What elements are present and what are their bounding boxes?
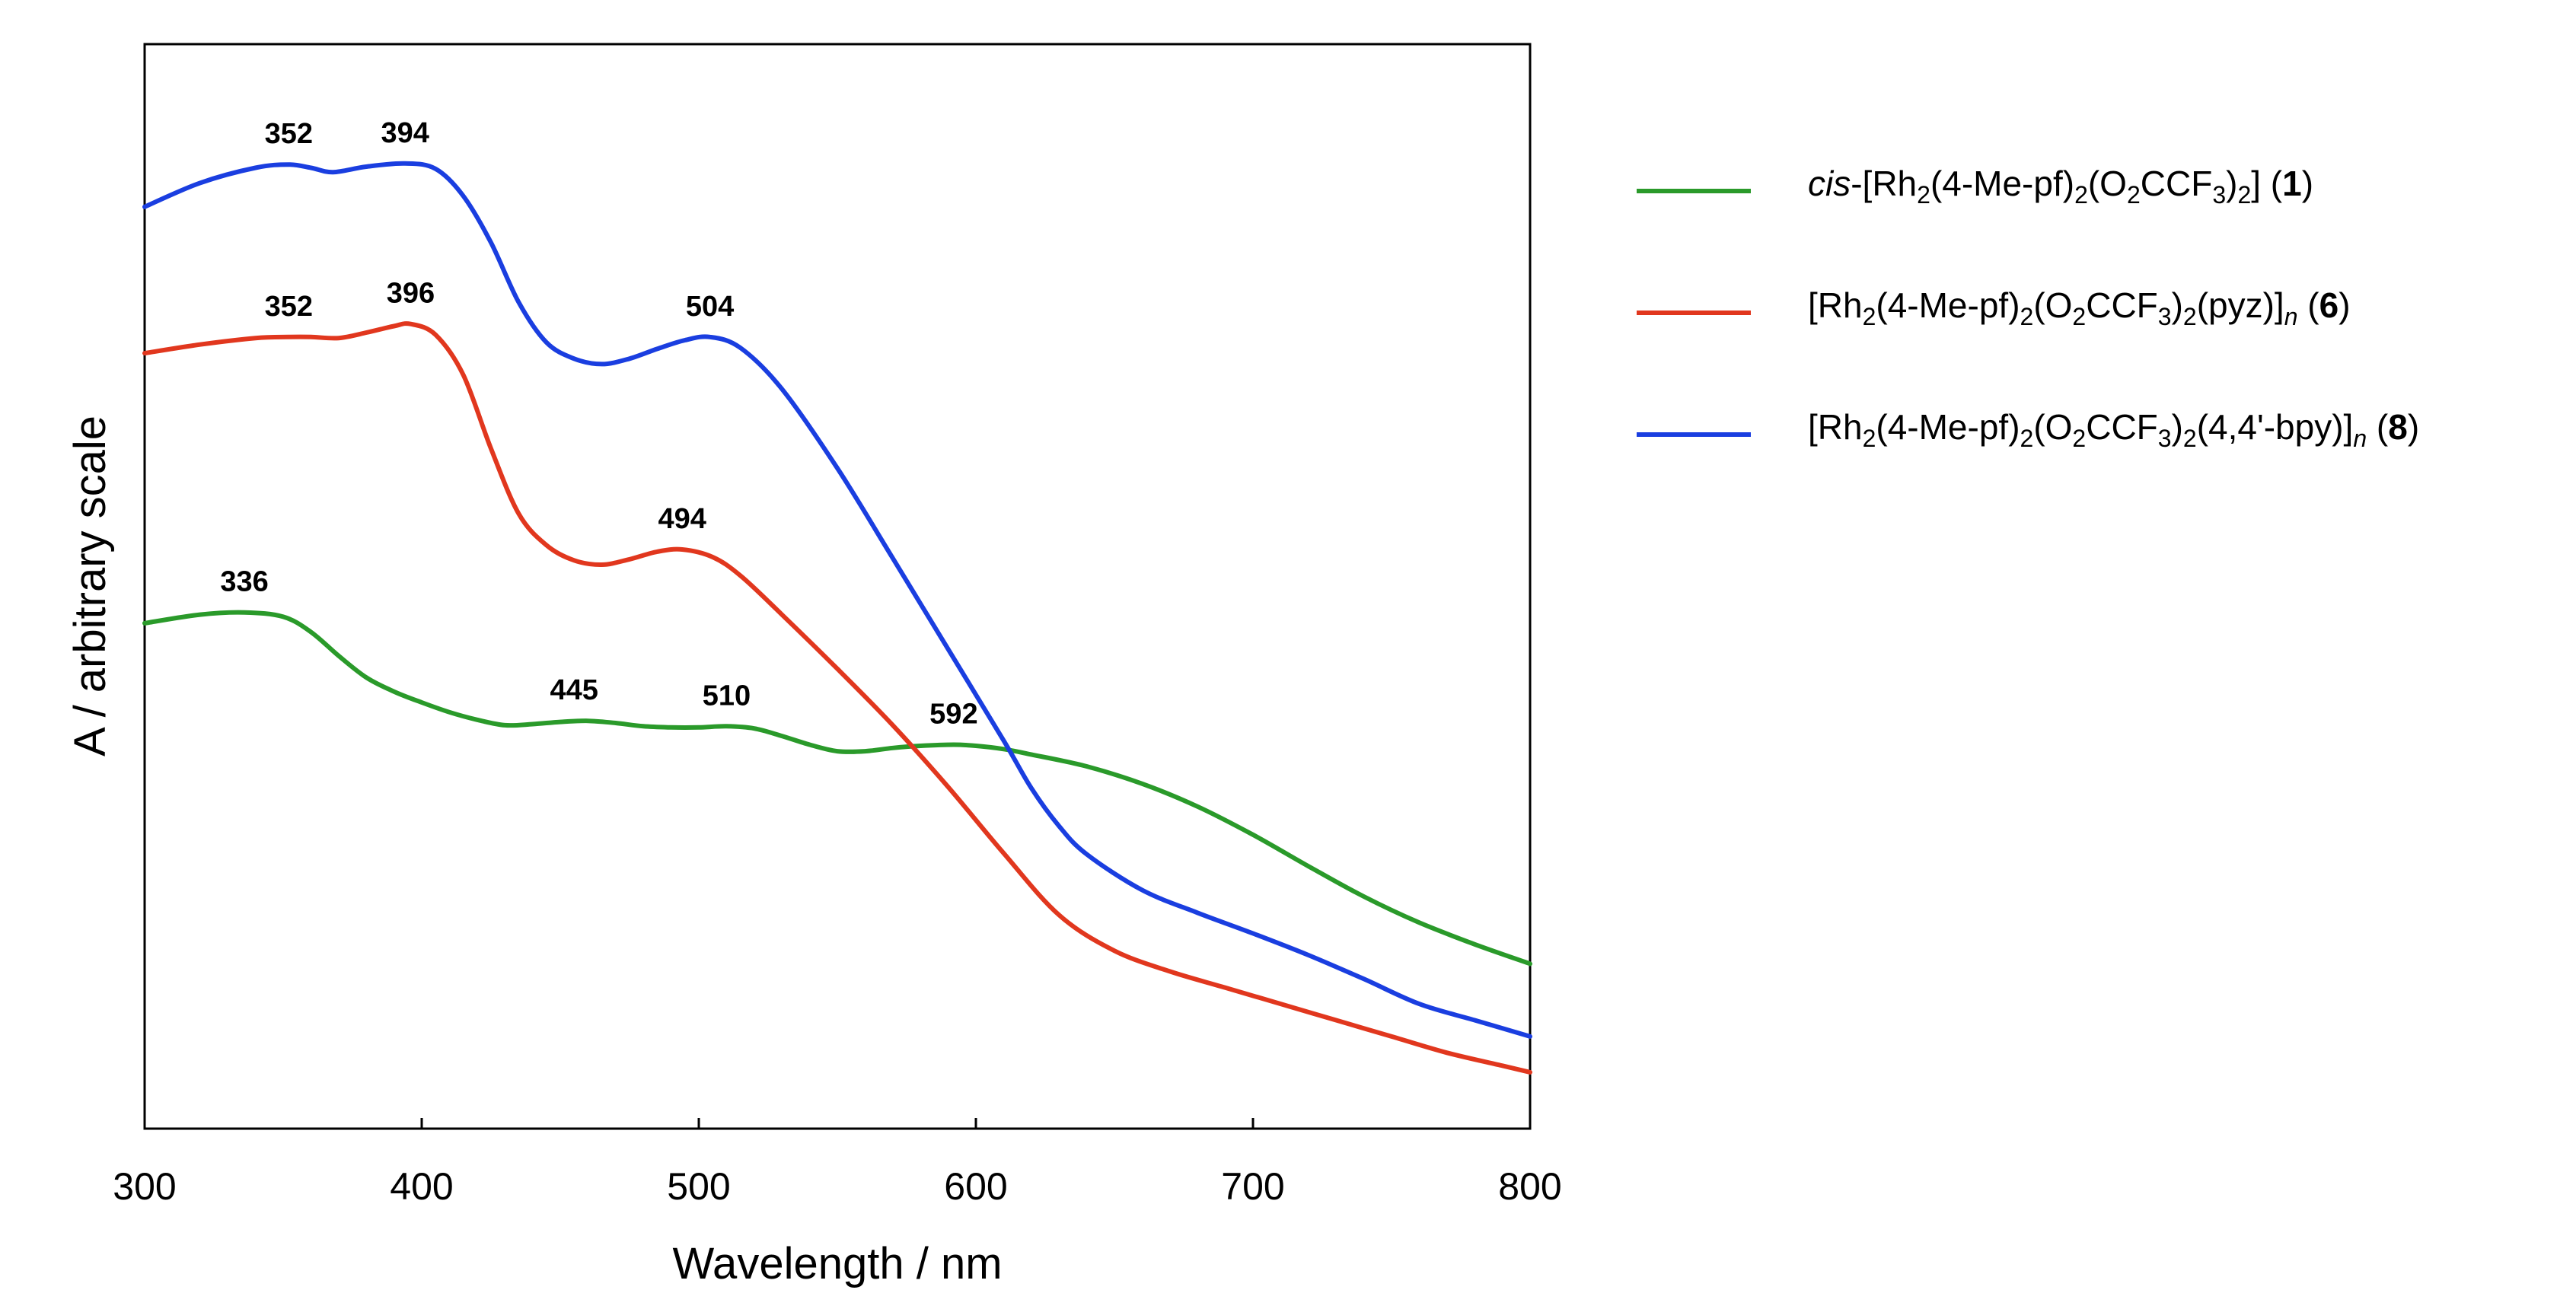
x-axis-ticks: 300 400 500 600 700 800 [113, 1118, 1562, 1208]
series-layer [142, 161, 1532, 1075]
legend-swatch [1637, 432, 1751, 437]
peak-annotations: 352 394 504 352 396 494 336 445 510 592 [220, 117, 977, 731]
peak-label: 445 [550, 674, 598, 706]
y-axis-title: A / arbitrary scale [65, 416, 115, 756]
x-tick-label: 700 [1221, 1165, 1284, 1208]
x-tick-label: 800 [1498, 1165, 1561, 1208]
peak-label: 394 [381, 117, 429, 149]
spectrum-chart: 300 400 500 600 700 800 352 394 504 352 396 494 336… [65, 43, 1562, 1288]
peak-label: 494 [658, 503, 706, 535]
peak-label: 336 [220, 566, 268, 598]
peak-label: 352 [265, 118, 313, 150]
legend-item-8: [Rh2(4-Me-pf)2(O2CCF3)2(4,4'-bpy)]n (8) [1637, 396, 2565, 518]
x-tick-label: 500 [667, 1165, 730, 1208]
x-tick-label: 300 [113, 1165, 176, 1208]
peak-label: 396 [387, 278, 435, 310]
legend-label: cis-[Rh2(4-Me-pf)2(O2CCF3)2] (1) [1808, 164, 2314, 209]
legend-swatch [1637, 189, 1751, 193]
legend-label: [Rh2(4-Me-pf)2(O2CCF3)2(pyz)]n (6) [1808, 285, 2351, 330]
x-tick-label: 400 [390, 1165, 453, 1208]
legend: cis-[Rh2(4-Me-pf)2(O2CCF3)2] (1) [Rh2(4-M… [1637, 152, 2565, 518]
series-6-line [142, 321, 1532, 1075]
peak-label: 592 [929, 699, 977, 731]
peak-label: 352 [265, 291, 313, 323]
legend-item-6: [Rh2(4-Me-pf)2(O2CCF3)2(pyz)]n (6) [1637, 274, 2565, 396]
legend-swatch [1637, 311, 1751, 315]
x-axis-title: Wavelength / nm [672, 1239, 1002, 1288]
peak-label: 510 [703, 680, 751, 712]
legend-item-1: cis-[Rh2(4-Me-pf)2(O2CCF3)2] (1) [1637, 152, 2565, 274]
legend-label: [Rh2(4-Me-pf)2(O2CCF3)2(4,4'-bpy)]n (8) [1808, 407, 2420, 452]
series-8-line [142, 161, 1532, 1039]
peak-label: 504 [686, 291, 734, 323]
series-1-line [142, 610, 1532, 967]
plot-frame [143, 43, 1532, 1130]
x-tick-label: 600 [944, 1165, 1007, 1208]
